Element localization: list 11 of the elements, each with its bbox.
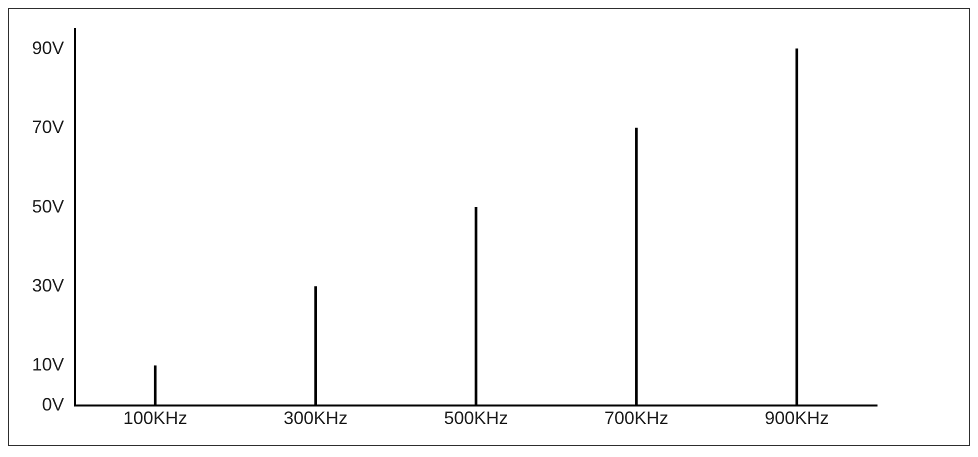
x-tick-label: 300KHz <box>284 408 348 428</box>
y-tick-label: 90V <box>32 38 64 58</box>
x-tick-label: 900KHz <box>764 408 829 428</box>
y-tick-label: 30V <box>32 276 64 296</box>
x-tick-label: 500KHz <box>444 408 508 428</box>
y-tick-label: 10V <box>32 354 64 375</box>
y-tick-label: 70V <box>32 117 64 138</box>
x-tick-label: 100KHz <box>123 408 188 428</box>
y-tick-label: 50V <box>32 196 64 216</box>
x-tick-label: 700KHz <box>604 408 668 428</box>
y-tick-label: 0V <box>42 394 64 414</box>
